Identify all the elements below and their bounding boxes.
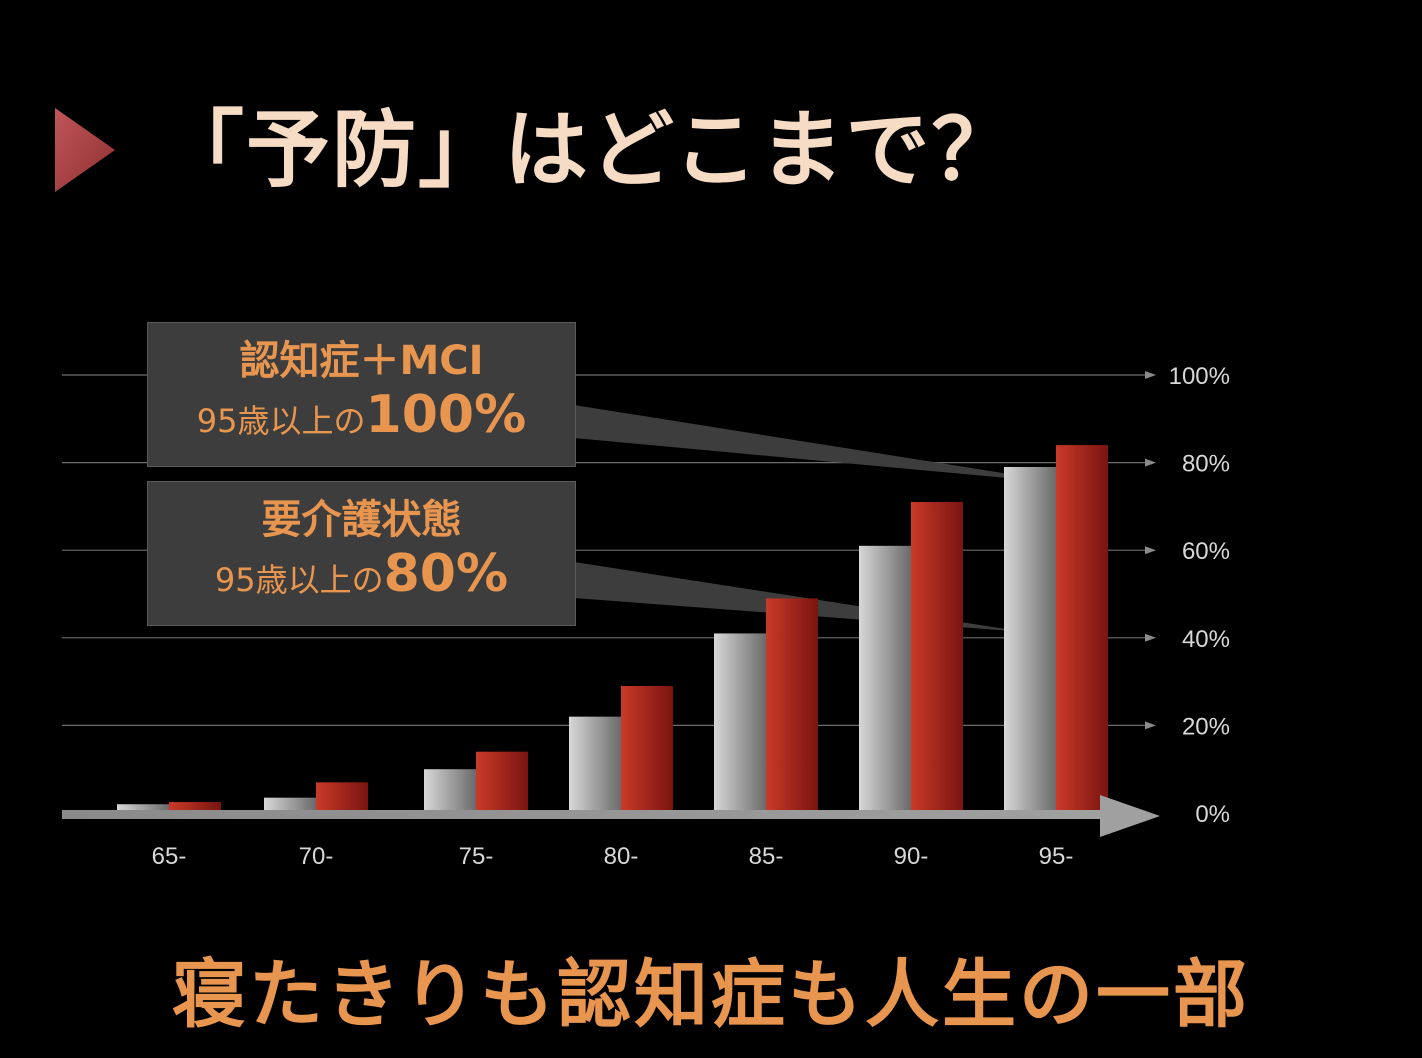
bar-red [476, 751, 528, 813]
x-tick-label: 70- [299, 843, 334, 870]
callout-care-needed-heading: 要介護状態 [261, 497, 462, 543]
x-tick-label: 80- [604, 843, 639, 870]
callout-dementia-mci-body: 95歳以上の100% [148, 387, 575, 449]
gridline-arrow-icon [1145, 721, 1156, 730]
bar-gray [859, 545, 911, 813]
x-axis-arrow-icon [1100, 795, 1160, 837]
bar-chart: 0% 20% 40% 60% 80% 100% 65- 70- 75- 80- 85- 90- 95- [62, 363, 1230, 870]
bar-gray [714, 633, 766, 813]
play-arrow-icon [55, 108, 115, 192]
callout-dementia-mci-value: 100% [365, 385, 527, 445]
y-tick-label: 0% [1195, 801, 1230, 828]
bar-red [316, 782, 368, 813]
callout-care-needed-body: 95歳以上の80% [148, 546, 575, 608]
y-tick-label: 20% [1182, 713, 1230, 740]
x-tick-label: 75- [459, 843, 494, 870]
bar-red [169, 802, 221, 813]
callout-care-needed-prefix: 95歳以上の [214, 561, 384, 599]
gridline-arrow-icon [1145, 371, 1156, 379]
bar-gray [264, 797, 316, 813]
title-row: 「予防」はどこまで？ [0, 90, 1422, 210]
bar-red [1056, 445, 1108, 813]
callout-dementia-mci-prefix: 95歳以上の [196, 402, 366, 440]
gridline-arrow-icon [1145, 546, 1156, 555]
footer-message: 寝たきりも認知症も人生の一部 [172, 952, 1250, 1038]
y-tick-label: 80% [1182, 451, 1230, 478]
gridline-arrow-icon [1145, 633, 1156, 642]
y-tick-label: 40% [1182, 626, 1230, 653]
bar-gray [1004, 466, 1056, 813]
x-tick-label: 95- [1039, 843, 1074, 870]
callout-pointer [574, 405, 1072, 484]
bar-red [766, 598, 818, 813]
bar-gray [117, 804, 169, 813]
bar-red [911, 502, 963, 813]
callout-dementia-mci: 認知症＋MCI 95歳以上の100% [147, 322, 576, 467]
x-tick-label: 85- [749, 843, 784, 870]
bar-red [621, 685, 673, 813]
callout-care-needed-value: 80% [383, 544, 509, 604]
gridline-arrow-icon [1145, 458, 1156, 467]
x-tick-label: 65- [152, 843, 187, 870]
bar-gray [424, 769, 476, 813]
bar-gray [569, 716, 621, 813]
callout-dementia-mci-heading: 認知症＋MCI [239, 338, 484, 384]
x-axis-line [62, 810, 1105, 819]
y-tick-label: 60% [1182, 538, 1230, 565]
y-tick-label: 100% [1169, 363, 1230, 390]
x-tick-label: 90- [894, 843, 929, 870]
callout-care-needed: 要介護状態 95歳以上の80% [147, 481, 576, 626]
slide-title: 「予防」はどこまで？ [160, 101, 1018, 199]
